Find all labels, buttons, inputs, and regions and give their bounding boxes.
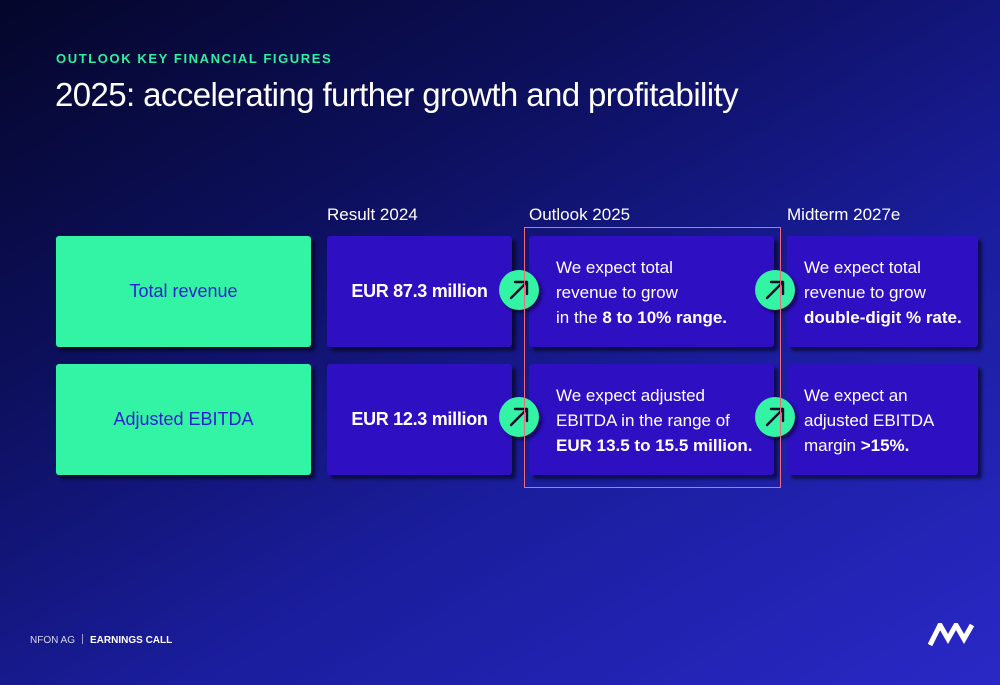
- row-label-text: Adjusted EBITDA: [113, 409, 254, 429]
- text-line: We expect total: [804, 258, 921, 277]
- midterm-2027-total-revenue: We expect total revenue to grow double-d…: [787, 236, 978, 347]
- outlook-2025-total-revenue: We expect total revenue to grow in the 8…: [529, 236, 774, 347]
- text-line: We expect an: [804, 386, 908, 405]
- nfon-logo: [927, 619, 976, 652]
- text-line: double-digit % rate.: [804, 308, 962, 327]
- footer: NFON AG EARNINGS CALL: [30, 634, 172, 646]
- text-line: revenue to grow: [556, 283, 678, 302]
- footer-company: NFON AG: [30, 635, 76, 646]
- text-line: EBITDA in the range of: [556, 411, 730, 430]
- page-title: 2025: accelerating further growth and pr…: [55, 76, 739, 113]
- row-label-adjusted-ebitda: Adjusted EBITDA: [56, 364, 311, 475]
- column-header-midterm: Midterm 2027e: [787, 205, 901, 224]
- text-line: adjusted EBITDA: [804, 411, 935, 430]
- result-2024-adjusted-ebitda: EUR 12.3 million: [327, 364, 512, 475]
- footer-event: EARNINGS CALL: [90, 635, 173, 646]
- text-line: margin >15%.: [804, 436, 910, 455]
- arrow-up-right-icon: [755, 397, 795, 437]
- text-line: We expect total: [556, 258, 673, 277]
- result-value: EUR 12.3 million: [351, 409, 488, 429]
- text-line: revenue to grow: [804, 283, 926, 302]
- arrow-up-right-icon: [755, 270, 795, 310]
- column-header-result: Result 2024: [327, 205, 418, 224]
- kicker: OUTLOOK KEY FINANCIAL FIGURES: [56, 51, 333, 66]
- text-line: EUR 13.5 to 15.5 million.: [556, 436, 753, 455]
- midterm-2027-adjusted-ebitda: We expect an adjusted EBITDA margin >15%…: [787, 364, 978, 475]
- row-label-total-revenue: Total revenue: [56, 236, 311, 347]
- footer-divider: [82, 634, 84, 644]
- outlook-2025-adjusted-ebitda: We expect adjusted EBITDA in the range o…: [529, 364, 774, 475]
- result-value: EUR 87.3 million: [351, 281, 488, 301]
- text-line: in the 8 to 10% range.: [556, 308, 728, 327]
- text-line: We expect adjusted: [556, 386, 705, 405]
- arrow-up-right-icon: [499, 397, 539, 437]
- result-2024-total-revenue: EUR 87.3 million: [327, 236, 512, 347]
- row-label-text: Total revenue: [129, 281, 238, 301]
- arrow-up-right-icon: [499, 270, 539, 310]
- column-header-outlook: Outlook 2025: [529, 205, 631, 224]
